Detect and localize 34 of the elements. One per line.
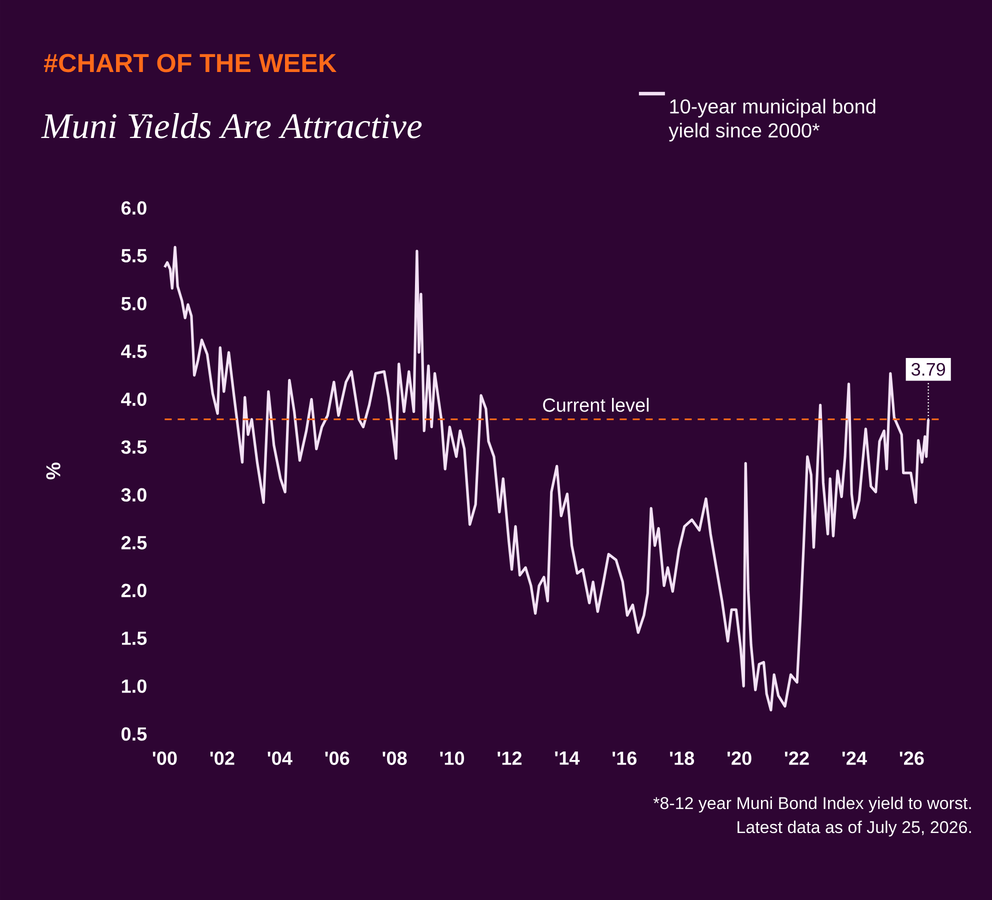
x-tick-label: '10 (440, 752, 464, 765)
x-tick-label: '22 (784, 752, 809, 765)
y-axis-title: % (46, 462, 60, 480)
annotation: 3.79 (912, 363, 946, 376)
x-tick-label: '18 (670, 752, 694, 765)
y-tick-label: 3.5 (121, 440, 147, 454)
x-tick-label: '26 (900, 752, 924, 765)
x-tick-label: '04 (268, 752, 292, 765)
y-tick-label: 1.0 (122, 679, 146, 693)
x-tick-label: '16 (612, 752, 637, 765)
y-tick-label: 3.0 (121, 488, 146, 502)
y-tick-label: 4.0 (121, 392, 146, 406)
x-tick-label: '14 (555, 751, 580, 765)
y-tick-label: 5.0 (121, 296, 146, 310)
x-tick-label: '02 (210, 752, 234, 765)
x-tick-label: '20 (727, 752, 752, 765)
x-tick-label: '06 (325, 752, 350, 765)
text: Latest data as of July 25, 2026. (738, 820, 971, 837)
y-tick-label: 2.5 (121, 536, 147, 550)
text: *8-12 year Muni Bond Index yield to worst. (653, 796, 971, 813)
chart-subtitle: #CHART OF THE WEEK (44, 54, 336, 72)
y-tick-label: 6.0 (121, 201, 146, 215)
y-tick-label: 2.0 (121, 584, 146, 598)
y-tick-label: 4.5 (121, 344, 147, 358)
y-tick-label: 5.5 (121, 249, 147, 262)
ref-line-label: Current level (543, 398, 649, 412)
x-tick-label: '00 (152, 752, 177, 765)
x-tick-label: '12 (498, 752, 522, 765)
legend-label: 10-year municipal bond yield since 2000* (668, 98, 876, 142)
x-tick-label: '24 (842, 752, 867, 765)
y-tick-label: 1.5 (122, 632, 147, 645)
x-tick-label: '08 (382, 752, 407, 765)
chart-title: Muni Yields Are Attractive (41, 113, 422, 138)
y-tick-label: 0.5 (122, 727, 147, 741)
